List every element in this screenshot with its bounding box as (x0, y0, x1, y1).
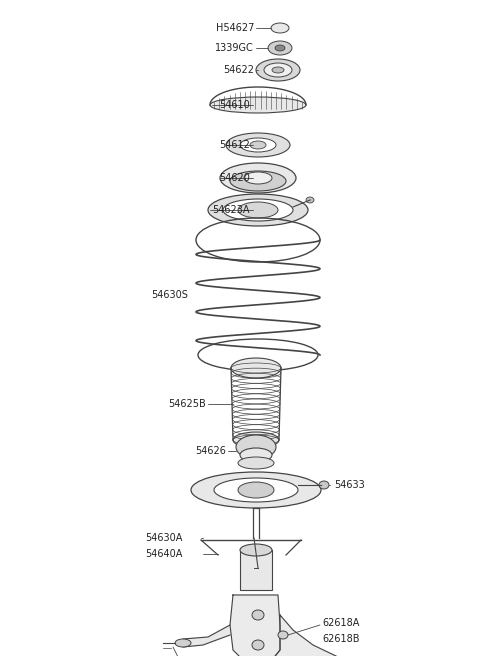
Text: H54627: H54627 (216, 23, 254, 33)
Text: 54612: 54612 (219, 140, 250, 150)
Ellipse shape (236, 435, 276, 459)
Text: 62618A: 62618A (322, 618, 360, 628)
Ellipse shape (244, 172, 272, 184)
Text: 54633: 54633 (334, 480, 365, 490)
Ellipse shape (256, 59, 300, 81)
Ellipse shape (306, 197, 314, 203)
Ellipse shape (252, 610, 264, 620)
Ellipse shape (210, 97, 306, 113)
Text: 54625B: 54625B (168, 399, 206, 409)
Text: 54622: 54622 (223, 65, 254, 75)
Text: 54626: 54626 (195, 446, 226, 456)
Text: 54620: 54620 (219, 173, 250, 183)
Ellipse shape (191, 472, 321, 508)
Ellipse shape (271, 23, 289, 33)
Ellipse shape (240, 448, 272, 462)
Text: 54630A: 54630A (145, 533, 183, 543)
Ellipse shape (252, 640, 264, 650)
Ellipse shape (278, 631, 288, 639)
Text: 54610: 54610 (219, 100, 250, 110)
Polygon shape (180, 625, 230, 647)
Polygon shape (230, 595, 280, 656)
Ellipse shape (264, 63, 292, 77)
Ellipse shape (272, 67, 284, 73)
Ellipse shape (268, 41, 292, 55)
Ellipse shape (214, 478, 298, 502)
Ellipse shape (208, 194, 308, 226)
Ellipse shape (220, 163, 296, 193)
Ellipse shape (233, 432, 279, 448)
Ellipse shape (238, 202, 278, 218)
Ellipse shape (175, 639, 191, 647)
Ellipse shape (240, 544, 272, 556)
Ellipse shape (223, 199, 293, 221)
Bar (240, 550, 272, 590)
Ellipse shape (230, 171, 286, 191)
Ellipse shape (226, 133, 290, 157)
Ellipse shape (238, 482, 274, 498)
Text: 54623A: 54623A (213, 205, 250, 215)
Ellipse shape (250, 141, 266, 149)
Text: 54640A: 54640A (145, 549, 183, 559)
Ellipse shape (275, 45, 285, 51)
Ellipse shape (319, 481, 329, 489)
Polygon shape (268, 615, 353, 656)
Ellipse shape (231, 358, 281, 378)
Text: 62618B: 62618B (322, 634, 360, 644)
Text: 1339GC: 1339GC (215, 43, 254, 53)
Ellipse shape (238, 457, 274, 469)
Ellipse shape (240, 138, 276, 152)
Text: 54630S: 54630S (151, 290, 188, 300)
